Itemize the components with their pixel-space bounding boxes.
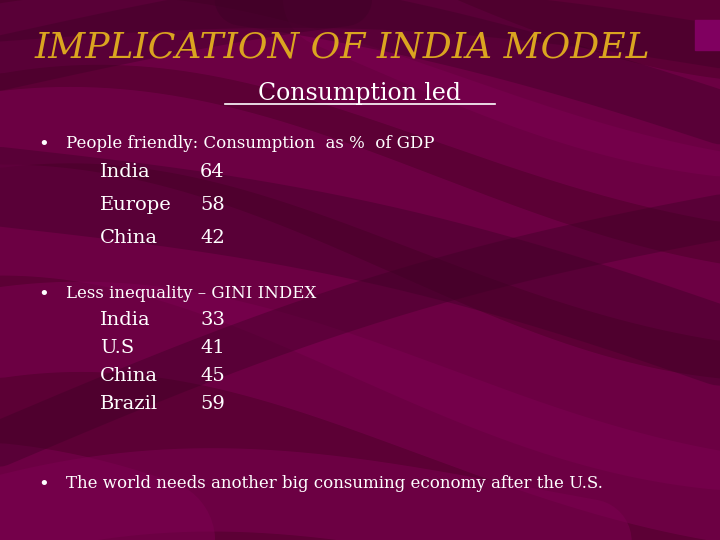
Text: 59: 59 (200, 395, 225, 413)
Text: The world needs another big consuming economy after the U.S.: The world needs another big consuming ec… (66, 475, 603, 492)
Text: U.S: U.S (100, 339, 134, 357)
Text: •: • (38, 285, 49, 303)
Text: Europe: Europe (100, 196, 172, 214)
Text: China: China (100, 229, 158, 247)
Text: 41: 41 (200, 339, 225, 357)
Text: 33: 33 (200, 311, 225, 329)
Text: People friendly: Consumption  as %  of GDP: People friendly: Consumption as % of GDP (66, 135, 434, 152)
Text: India: India (100, 163, 150, 181)
Text: 45: 45 (200, 367, 225, 385)
Text: China: China (100, 367, 158, 385)
Text: IMPLICATION OF INDIA MODEL: IMPLICATION OF INDIA MODEL (35, 30, 651, 64)
Text: India: India (100, 311, 150, 329)
Text: 58: 58 (200, 196, 225, 214)
Text: •: • (38, 475, 49, 493)
Text: Less inequality – GINI INDEX: Less inequality – GINI INDEX (66, 285, 316, 302)
Bar (695, 20, 720, 50)
Text: 64: 64 (200, 163, 225, 181)
Text: 42: 42 (200, 229, 225, 247)
Text: Brazil: Brazil (100, 395, 158, 413)
Text: •: • (38, 135, 49, 153)
Text: Consumption led: Consumption led (258, 82, 462, 105)
